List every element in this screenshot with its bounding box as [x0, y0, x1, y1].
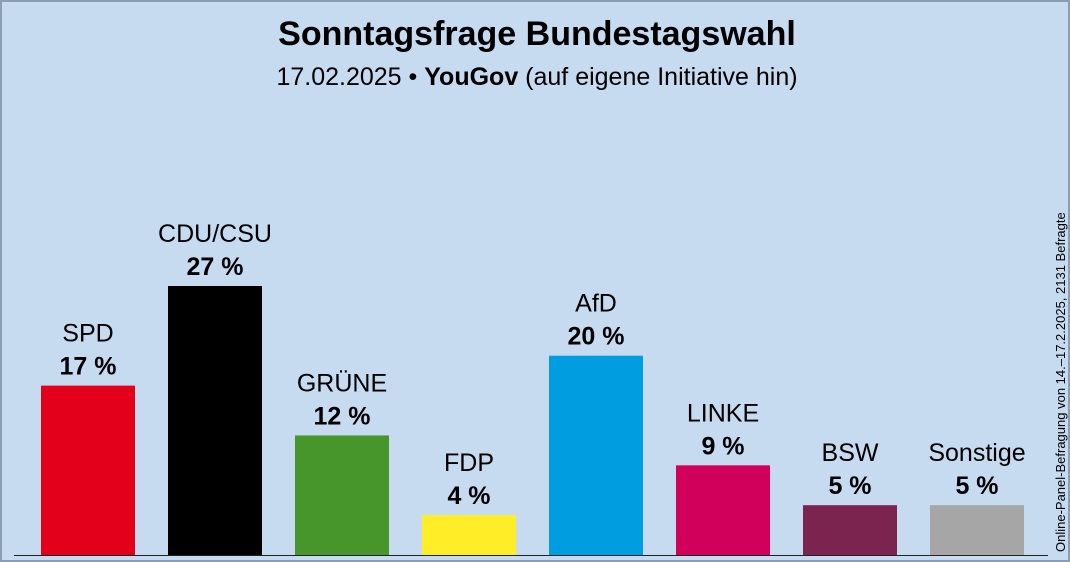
value-label-bsw: 5 %	[828, 472, 871, 500]
value-label-sonstige: 5 %	[955, 472, 998, 500]
category-label-cdu-csu: CDU/CSU	[158, 220, 272, 248]
bar-spd	[41, 385, 135, 555]
chart-title: Sonntagsfrage Bundestagswahl	[278, 15, 796, 53]
bar-sonstige	[930, 505, 1024, 555]
category-label-bsw: BSW	[822, 439, 879, 467]
bar-grüne	[295, 435, 389, 555]
category-label-linke: LINKE	[687, 399, 759, 427]
value-label-fdp: 4 %	[447, 482, 490, 510]
bar-fdp	[422, 515, 516, 555]
category-label-afd: AfD	[575, 290, 617, 318]
chart-subtitle: 17.02.2025 • YouGov (auf eigene Initiati…	[2, 60, 1068, 94]
category-label-grüne: GRÜNE	[297, 369, 387, 397]
pollster-name: YouGov	[424, 63, 519, 91]
bar-cdu-csu	[168, 286, 262, 555]
value-label-afd: 20 %	[568, 323, 625, 351]
value-label-linke: 9 %	[701, 432, 744, 460]
category-label-sonstige: Sonstige	[928, 439, 1025, 467]
category-label-fdp: FDP	[444, 449, 494, 477]
value-label-grüne: 12 %	[314, 402, 371, 430]
bar-linke	[676, 465, 770, 555]
bar-afd	[549, 355, 643, 555]
subtitle-separator: •	[408, 63, 418, 91]
subtitle-note: (auf eigene Initiative hin)	[525, 63, 798, 91]
category-label-spd: SPD	[62, 320, 113, 348]
value-label-spd: 17 %	[60, 353, 117, 381]
value-label-cdu-csu: 27 %	[187, 253, 244, 281]
poll-date: 17.02.2025	[276, 63, 402, 91]
bar-bsw	[803, 505, 897, 555]
